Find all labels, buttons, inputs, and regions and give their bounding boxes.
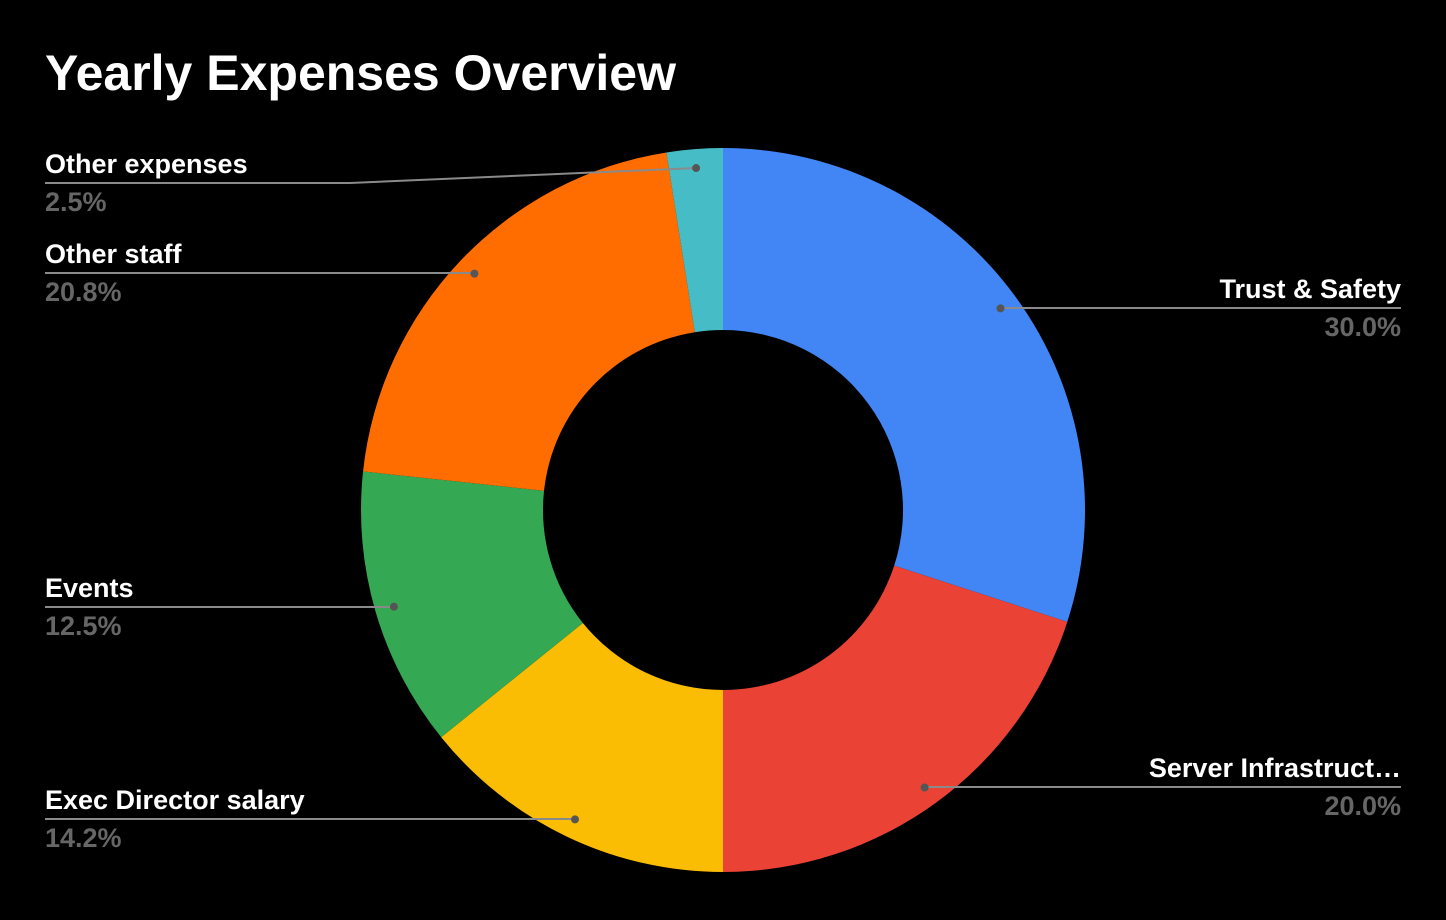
slice-trust-safety[interactable] xyxy=(723,148,1085,622)
leader-dot-server-infrastruct xyxy=(921,783,929,791)
slice-label-trust-safety: Trust & Safety xyxy=(1219,274,1401,304)
chart-title: Yearly Expenses Overview xyxy=(45,45,676,101)
slice-server-infrastruct[interactable] xyxy=(723,566,1067,872)
slice-percent-server-infrastruct: 20.0% xyxy=(1324,791,1401,821)
slices xyxy=(361,148,1085,872)
slice-label-other-expenses: Other expenses xyxy=(45,149,248,179)
leader-dot-events xyxy=(390,603,398,611)
leader-dot-exec-director-salary xyxy=(571,815,579,823)
slice-percent-trust-safety: 30.0% xyxy=(1324,312,1401,342)
slice-label-exec-director-salary: Exec Director salary xyxy=(45,785,305,815)
slice-label-events: Events xyxy=(45,573,134,603)
slice-label-other-staff: Other staff xyxy=(45,239,183,269)
leader-dot-other-staff xyxy=(470,270,478,278)
slice-percent-exec-director-salary: 14.2% xyxy=(45,823,122,853)
slice-percent-other-expenses: 2.5% xyxy=(45,187,107,217)
slice-other-staff[interactable] xyxy=(363,152,695,490)
leader-dot-other-expenses xyxy=(692,164,700,172)
slice-percent-events: 12.5% xyxy=(45,611,122,641)
slice-percent-other-staff: 20.8% xyxy=(45,277,122,307)
leader-line-other-staff xyxy=(45,273,474,274)
slice-label-server-infrastruct: Server Infrastruct… xyxy=(1149,753,1401,783)
leader-dot-trust-safety xyxy=(996,304,1004,312)
